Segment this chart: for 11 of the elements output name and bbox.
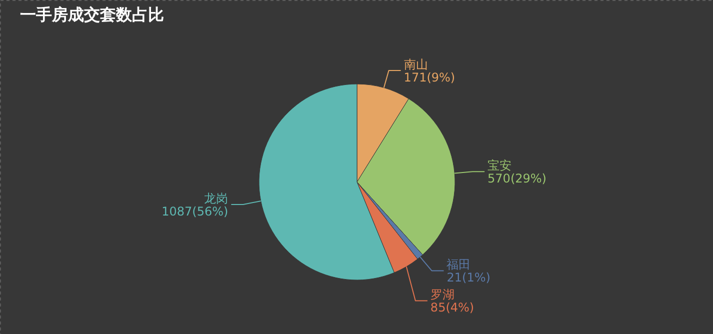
slice-label: 南山: [404, 57, 428, 72]
data-label: 85(4%): [430, 300, 474, 315]
slice-label: 宝安: [488, 158, 512, 173]
data-label: 171(9%): [404, 70, 456, 84]
data-label: 21(1%): [446, 270, 490, 285]
data-label: 570(29%): [488, 172, 546, 186]
chart-title: 一手房成交套数占比: [20, 5, 164, 24]
slice-label: 罗湖: [430, 288, 454, 302]
slice-label: 福田: [446, 258, 471, 272]
data-label: 1087(56%): [162, 204, 228, 218]
slice-label: 龙岗: [204, 191, 228, 206]
